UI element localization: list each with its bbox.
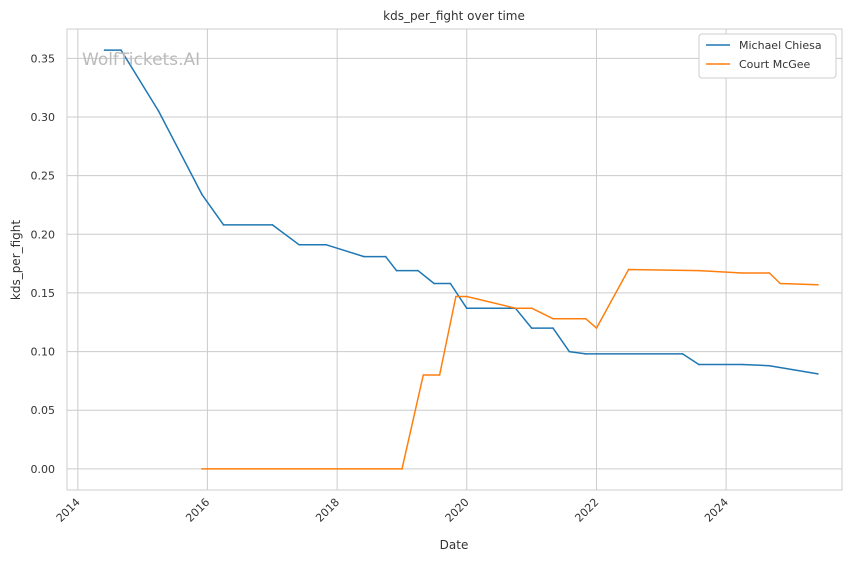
y-tick-label: 0.00 — [31, 463, 56, 476]
data-point-series-0 — [698, 363, 700, 366]
data-point-series-0 — [201, 193, 203, 196]
data-point-series-1 — [595, 327, 598, 329]
data-point-series-1 — [768, 272, 771, 274]
x-tick-label: 2024 — [702, 496, 731, 525]
data-point-series-1 — [779, 282, 781, 285]
data-point-series-0 — [157, 110, 160, 112]
data-point-series-0 — [120, 49, 122, 51]
data-point-series-0 — [741, 363, 743, 366]
ticks: 2014 2016 2018 2020 2022 2024 0.00 0.05 0.10 0.15… — [31, 52, 732, 524]
x-tick-label: 2020 — [443, 496, 472, 525]
data-point-series-1 — [552, 317, 554, 320]
y-tick-label: 0.25 — [31, 170, 56, 183]
data-point-series-0 — [817, 373, 819, 375]
data-point-series-1 — [401, 468, 403, 470]
x-tick-label: 2022 — [572, 496, 601, 525]
data-point-series-1 — [530, 307, 533, 310]
data-point-series-0 — [363, 255, 365, 258]
y-tick-label: 0.30 — [31, 111, 56, 124]
data-point-series-0 — [552, 327, 554, 329]
y-tick-label: 0.35 — [31, 52, 56, 65]
y-tick-label: 0.05 — [31, 404, 56, 417]
legend-label-series-0: Michael Chiesa — [739, 39, 822, 52]
data-point-series-0 — [568, 350, 571, 353]
legend-box — [698, 33, 837, 79]
x-tick-label: 2018 — [313, 496, 342, 525]
y-tick-label: 0.15 — [31, 287, 56, 300]
data-point-series-0 — [298, 244, 301, 246]
data-point-series-0 — [465, 307, 468, 310]
chart-title: kds_per_fight over time — [383, 9, 525, 23]
data-point-series-0 — [681, 353, 684, 355]
data-point-series-0 — [384, 255, 387, 258]
data-point-series-0 — [530, 327, 533, 329]
data-point-series-1 — [817, 283, 819, 286]
x-axis-label: Date — [440, 538, 469, 552]
data-point-series-1 — [698, 269, 700, 272]
data-point-series-0 — [395, 269, 398, 272]
plot-area — [66, 28, 843, 491]
legend-label-series-1: Court McGee — [739, 58, 811, 71]
data-point-series-1 — [201, 468, 203, 470]
watermark: WolfTickets.AI — [82, 50, 200, 70]
data-point-series-1 — [627, 268, 630, 271]
y-tick-label: 0.10 — [31, 346, 56, 359]
data-point-series-1 — [438, 374, 441, 376]
data-point-series-0 — [103, 49, 106, 51]
data-point-series-0 — [271, 224, 274, 226]
data-point-series-1 — [514, 307, 517, 310]
data-point-series-1 — [465, 295, 468, 298]
data-point-series-1 — [584, 317, 587, 320]
data-point-series-0 — [584, 353, 587, 355]
data-point-series-0 — [222, 224, 225, 226]
y-axis-label: kds_per_fight — [9, 220, 23, 301]
data-point-series-1 — [741, 272, 743, 274]
x-tick-label: 2014 — [54, 496, 83, 525]
data-point-series-0 — [768, 364, 771, 367]
data-point-series-1 — [455, 295, 457, 298]
y-tick-label: 0.20 — [31, 228, 56, 241]
data-point-series-0 — [449, 282, 452, 285]
legend: Michael Chiesa Court McGee — [698, 33, 837, 79]
series-layer — [103, 49, 819, 470]
data-point-series-0 — [325, 244, 328, 246]
grid — [67, 29, 842, 490]
data-point-series-0 — [417, 269, 419, 272]
data-point-series-1 — [422, 374, 425, 376]
data-point-series-0 — [433, 282, 435, 285]
x-tick-label: 2016 — [183, 496, 212, 525]
